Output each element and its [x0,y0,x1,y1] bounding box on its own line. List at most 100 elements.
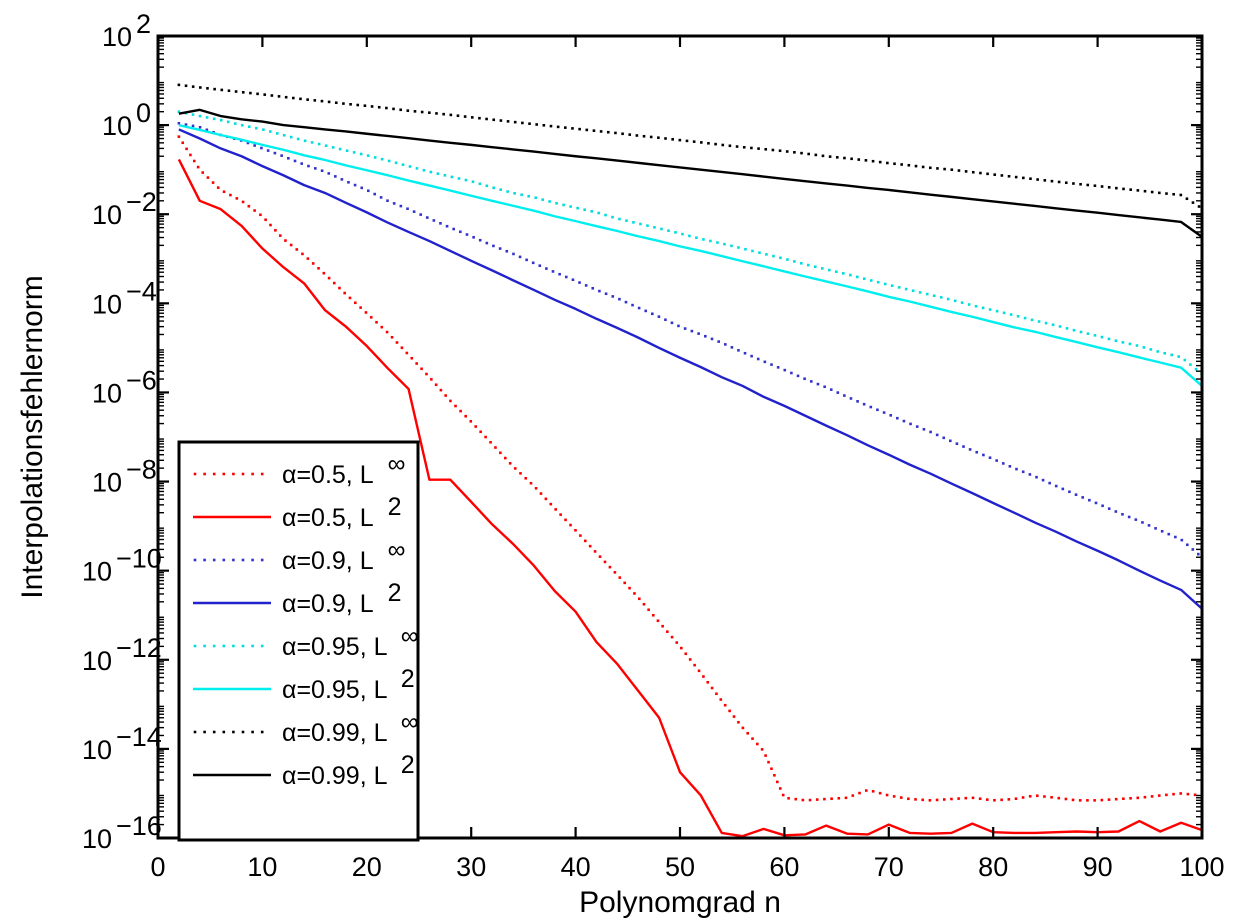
series-dot-0 [697,669,701,673]
series-dot-6 [449,113,453,117]
x-tick-label: 60 [769,852,799,882]
series-dot-6 [750,146,753,150]
series-dot-4 [702,238,705,241]
series-dot-4 [618,217,621,221]
series-dot-0 [211,181,215,184]
series-dot-0 [395,341,399,344]
legend-swatch-dot [193,644,197,648]
series-dot-2 [432,219,436,222]
series-dot-0 [1143,795,1147,799]
series-dot-0 [1172,792,1175,796]
legend-swatch-dot [241,558,245,562]
series-dot-6 [334,101,338,105]
series-dot-0 [301,252,304,256]
series-dot-4 [233,122,237,125]
series-dot-4 [953,299,957,303]
series-dot-6 [793,151,796,154]
series-dot-2 [955,442,959,445]
legend-label: α=0.9, L [282,547,374,575]
series-dot-0 [878,791,882,795]
series-dot-0 [656,619,660,623]
series-dot-0 [914,798,917,801]
series-dot-2 [929,430,932,434]
series-dot-2 [843,394,846,397]
series-dot-4 [737,246,740,249]
series-dot-0 [192,159,196,163]
series-dot-2 [1186,543,1189,547]
series-dot-0 [776,780,779,784]
series-dot-0 [950,797,953,801]
series-dot-4 [1086,332,1090,335]
series-dot-6 [470,116,474,119]
series-dot-4 [716,241,719,244]
series-dot-6 [1143,189,1147,193]
series-dot-2 [512,252,515,256]
legend-box[interactable] [177,440,420,842]
series-dot-0 [1078,799,1082,802]
series-dot-4 [387,159,391,163]
series-dot-4 [786,258,789,261]
series-dot-2 [915,425,919,428]
series-dot-4 [793,260,796,263]
series-dot-4 [464,178,468,182]
series-dot-0 [464,414,467,418]
series-dot-4 [408,165,412,168]
series-dot-0 [801,798,805,802]
series-dot-0 [354,301,357,305]
series-dot-6 [928,166,932,170]
series-dot-2 [1147,524,1151,527]
series-dot-4 [527,194,530,198]
series-dot-6 [399,108,402,112]
series-dot-0 [185,147,188,151]
series-dot-2 [869,405,873,409]
series-dot-6 [1029,177,1032,181]
series-dot-4 [611,215,614,219]
series-dot-6 [914,164,918,168]
series-dot-6 [1057,180,1061,184]
series-dot-0 [289,243,293,247]
series-dot-6 [1086,183,1090,187]
series-dot-0 [306,257,310,260]
y-tick-exponent: −16 [116,811,162,841]
series-dot-0 [778,787,782,790]
series-dot-2 [1015,467,1018,471]
series-dot-0 [579,534,582,537]
series-dot-2 [1114,510,1118,513]
series-dot-0 [815,798,819,801]
series-dot-2 [776,366,780,369]
series-dot-0 [484,435,487,439]
series-dot-2 [876,408,879,412]
series-dot-2 [320,169,324,172]
series-dot-4 [317,142,321,146]
series-dot-4 [541,198,544,201]
series-dot-0 [544,497,548,501]
series-dot-4 [1016,314,1020,318]
series-dot-0 [317,267,320,270]
series-dot-2 [558,272,561,276]
series-dot-2 [704,334,707,338]
series-dot-4 [177,110,181,113]
series-dot-0 [322,271,326,275]
series-dot-4 [1044,321,1048,325]
y-tick-mantissa: 10 [92,200,122,230]
series-dot-2 [1167,532,1171,536]
legend-swatch-dot [260,730,264,734]
series-dot-0 [444,394,447,397]
series-dot-6 [177,83,181,87]
series-dot-4 [1100,335,1104,339]
series-dot-4 [667,229,670,232]
legend-label-superscript: 2 [401,751,415,779]
series-dot-6 [1197,205,1201,208]
legend[interactable]: α=0.5, L ∞α=0.5, L 2α=0.9, L ∞α=0.9, L 2α=0.… [177,440,420,842]
series-dot-4 [422,168,426,172]
series-dot-6 [592,129,596,132]
series-dot-4 [485,184,489,188]
series-dot-0 [295,248,299,251]
series-dot-6 [714,142,717,146]
series-dot-0 [613,571,617,574]
series-dot-6 [800,151,803,155]
series-dot-0 [808,798,812,802]
y-axis-label: Interpolationsfehlernorm [16,275,49,599]
series-dot-6 [757,147,760,150]
legend-swatch-dot [241,472,245,476]
